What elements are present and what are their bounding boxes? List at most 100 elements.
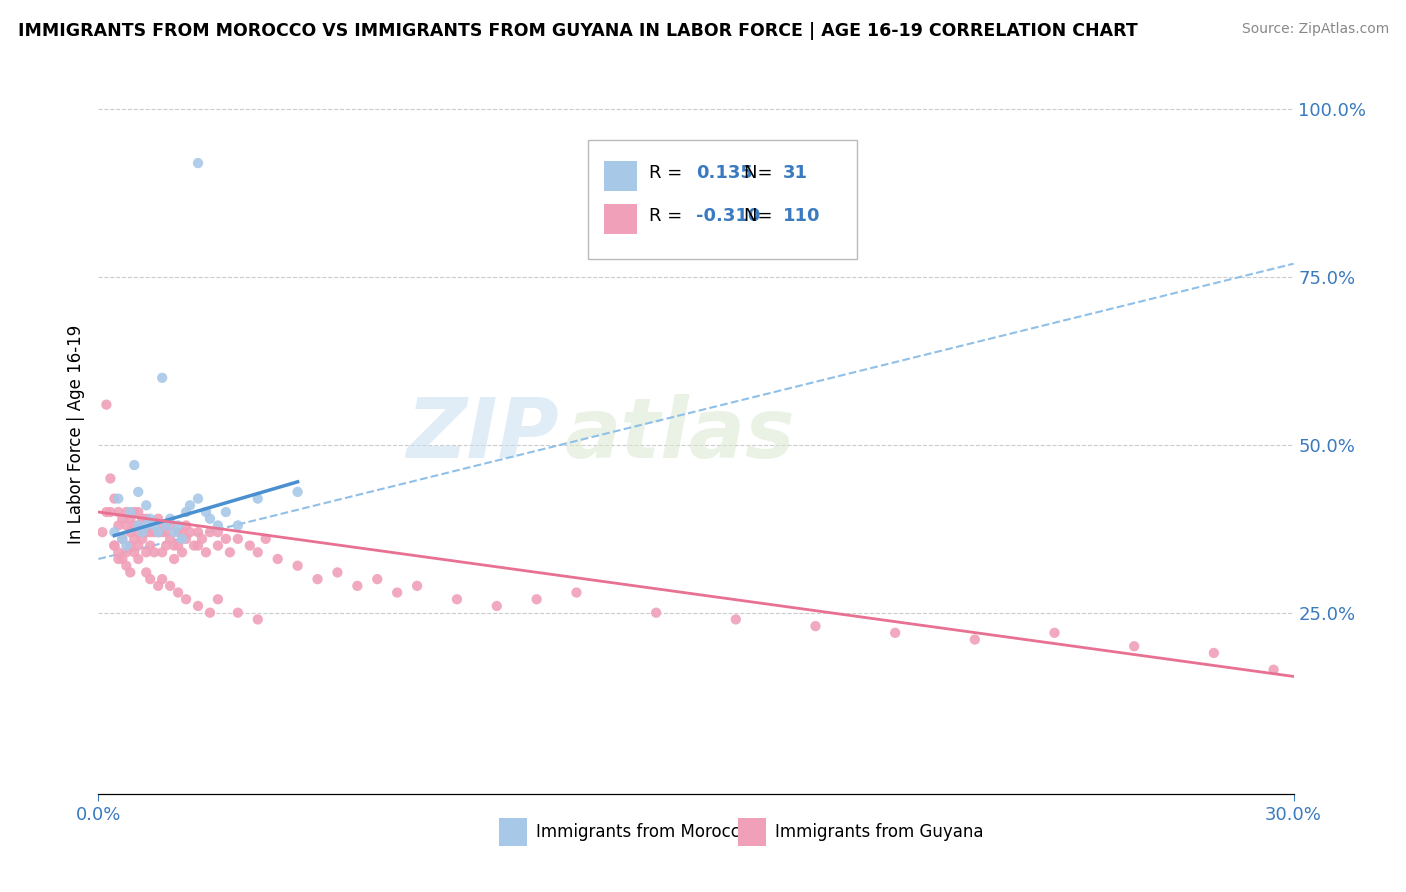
Point — [207, 525, 229, 540]
Point — [131, 525, 153, 540]
Point — [103, 539, 125, 553]
Point — [226, 606, 249, 620]
Point — [167, 525, 190, 540]
Point — [135, 518, 157, 533]
Point — [148, 525, 170, 540]
Point — [187, 539, 209, 553]
Text: 0.135: 0.135 — [696, 164, 752, 182]
Point — [150, 572, 173, 586]
Point — [215, 505, 238, 519]
Point — [135, 512, 157, 526]
Point — [385, 585, 409, 599]
Point — [131, 532, 153, 546]
Point — [1123, 639, 1146, 653]
Text: R =: R = — [650, 207, 689, 225]
Point — [645, 606, 668, 620]
Text: IMMIGRANTS FROM MOROCCO VS IMMIGRANTS FROM GUYANA IN LABOR FORCE | AGE 16-19 COR: IMMIGRANTS FROM MOROCCO VS IMMIGRANTS FR… — [18, 22, 1137, 40]
Point — [804, 619, 827, 633]
Point — [127, 518, 149, 533]
Point — [179, 498, 201, 512]
Point — [326, 566, 349, 580]
Point — [111, 552, 134, 566]
Text: R =: R = — [650, 164, 689, 182]
Point — [103, 491, 125, 506]
Point — [131, 512, 153, 526]
Point — [207, 518, 229, 533]
Point — [219, 545, 242, 559]
Point — [124, 505, 146, 519]
Text: 110: 110 — [783, 207, 821, 225]
Point — [124, 532, 146, 546]
Point — [150, 518, 173, 533]
Point — [187, 156, 209, 170]
Point — [115, 518, 138, 533]
Point — [239, 539, 262, 553]
Point — [172, 525, 194, 540]
Point — [174, 532, 197, 546]
Point — [172, 532, 194, 546]
Point — [139, 572, 162, 586]
Point — [307, 572, 329, 586]
Point — [120, 539, 142, 553]
Point — [120, 525, 142, 540]
Point — [135, 525, 157, 540]
Point — [124, 518, 146, 533]
Point — [120, 505, 142, 519]
Point — [183, 539, 205, 553]
Point — [724, 612, 747, 626]
Point — [167, 585, 190, 599]
Point — [167, 518, 190, 533]
Point — [167, 539, 190, 553]
Point — [287, 558, 309, 573]
Point — [191, 532, 214, 546]
Point — [98, 471, 122, 485]
Bar — [738, 818, 766, 846]
Point — [226, 532, 249, 546]
Point — [148, 525, 170, 540]
Point — [366, 572, 388, 586]
Point — [187, 525, 209, 540]
Point — [155, 525, 177, 540]
Point — [246, 491, 269, 506]
Point — [143, 525, 166, 540]
Point — [96, 398, 118, 412]
Y-axis label: In Labor Force | Age 16-19: In Labor Force | Age 16-19 — [66, 326, 84, 544]
Point — [172, 545, 194, 559]
Point — [226, 518, 249, 533]
Point — [107, 545, 129, 559]
Point — [96, 505, 118, 519]
Point — [127, 505, 149, 519]
Point — [198, 512, 221, 526]
Point — [98, 505, 122, 519]
Point — [103, 525, 125, 540]
Point — [346, 579, 368, 593]
Point — [963, 632, 986, 647]
Text: ZIP: ZIP — [406, 394, 558, 475]
Point — [215, 532, 238, 546]
Point — [120, 566, 142, 580]
Point — [155, 539, 177, 553]
Point — [150, 545, 173, 559]
Point — [155, 518, 177, 533]
Point — [287, 484, 309, 499]
Point — [115, 545, 138, 559]
Point — [139, 525, 162, 540]
Point — [150, 525, 173, 540]
Point — [111, 532, 134, 546]
Text: atlas: atlas — [565, 394, 796, 475]
Point — [135, 545, 157, 559]
Point — [1263, 663, 1285, 677]
Point — [150, 371, 173, 385]
Text: -0.310: -0.310 — [696, 207, 761, 225]
Bar — [605, 161, 637, 191]
Point — [148, 579, 170, 593]
Point — [135, 566, 157, 580]
Text: N=: N= — [744, 164, 778, 182]
Point — [115, 558, 138, 573]
Point — [406, 579, 429, 593]
Point — [526, 592, 548, 607]
Point — [115, 505, 138, 519]
Text: Immigrants from Morocco: Immigrants from Morocco — [536, 823, 749, 841]
Point — [1202, 646, 1225, 660]
Point — [1043, 625, 1066, 640]
